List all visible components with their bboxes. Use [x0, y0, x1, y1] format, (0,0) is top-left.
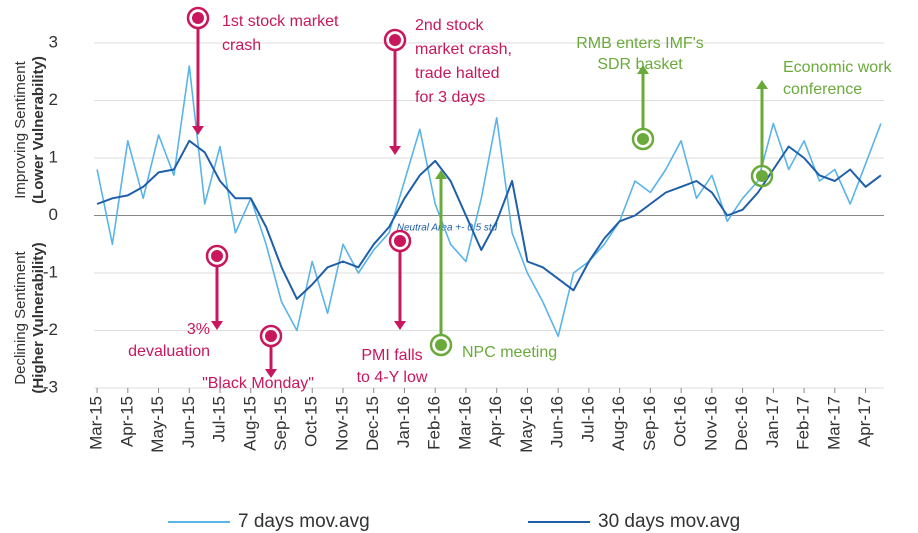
- annotation-dot: [756, 170, 768, 182]
- annotation-text: 1st stock market: [222, 13, 339, 30]
- x-tick-label: Jul-16: [578, 396, 597, 442]
- y-axis-title: Declining Sentiment: [12, 250, 29, 384]
- x-tick-label: Feb-16: [425, 396, 444, 450]
- x-tick-label: Jul-15: [210, 396, 229, 442]
- arrow-head: [435, 170, 447, 179]
- annotation-text: SDR basket: [597, 56, 683, 73]
- x-tick-label: Mar-15: [87, 396, 106, 450]
- annotation-marker: [186, 6, 210, 30]
- annotation-marker: [388, 229, 412, 253]
- x-tick-label: Jun-16: [548, 396, 567, 448]
- x-tick-label: Aug-16: [609, 396, 628, 451]
- x-tick-label: Sep-16: [640, 396, 659, 451]
- arrow-head: [637, 65, 649, 74]
- annotation-text: market crash,: [415, 41, 512, 58]
- annotation-text: crash: [222, 37, 261, 54]
- y-tick-label: 0: [49, 205, 58, 224]
- series-line: [96, 139, 882, 300]
- annotation-text: NPC meeting: [462, 344, 557, 361]
- annotation-dot: [265, 330, 277, 342]
- y-tick-label: -3: [43, 377, 58, 396]
- y-axis-title: Improving Sentiment: [12, 60, 29, 198]
- x-tick-label: Nov-16: [701, 396, 720, 451]
- y-tick-label: 3: [49, 32, 58, 51]
- arrow-head: [192, 126, 204, 135]
- annotation-marker: [429, 333, 453, 357]
- annotation-text: PMI falls: [361, 347, 422, 364]
- annotation-text: RMB enters IMF's: [576, 35, 704, 52]
- y-axis-title: (Higher Vulnerability): [30, 242, 47, 393]
- annotation-text: "Black Monday": [202, 375, 314, 392]
- annotation-dot: [394, 235, 406, 247]
- x-tick-label: Jan-17: [763, 396, 782, 448]
- annotation-text: Economic work: [783, 59, 892, 76]
- x-tick-label: Oct-16: [671, 396, 690, 447]
- x-tick-label: Jun-15: [179, 396, 198, 448]
- x-tick-label: May-15: [148, 396, 167, 453]
- x-tick-label: Feb-17: [794, 396, 813, 450]
- annotation-marker: [259, 324, 283, 348]
- x-tick-label: May-16: [517, 396, 536, 453]
- annotation-dot: [192, 12, 204, 24]
- annotation-text: devaluation: [128, 343, 210, 360]
- neutral-note: Neutral Area +- 0.5 std: [397, 223, 498, 234]
- x-tick-label: Nov-15: [332, 396, 351, 451]
- x-tick-label: Apr-17: [855, 396, 874, 447]
- x-tick-label: Oct-15: [302, 396, 321, 447]
- annotation-text: trade halted: [415, 65, 500, 82]
- y-tick-label: -1: [43, 262, 58, 281]
- annotation-dot: [637, 133, 649, 145]
- annotation-text: to 4-Y low: [357, 369, 428, 386]
- x-tick-label: Sep-15: [271, 396, 290, 451]
- annotation-text: conference: [783, 81, 862, 98]
- annotation-marker: [205, 244, 229, 268]
- arrow-head: [389, 146, 401, 155]
- annotation-text: 2nd stock: [415, 17, 484, 34]
- y-axis-title: (Lower Vulnerability): [30, 56, 47, 204]
- arrow-head: [211, 321, 223, 330]
- arrow-head: [394, 321, 406, 330]
- annotation-marker: [383, 28, 407, 52]
- annotation-text: for 3 days: [415, 89, 485, 106]
- x-tick-label: Dec-16: [732, 396, 751, 451]
- annotation-text: 3%: [187, 321, 210, 338]
- x-tick-label: Apr-16: [486, 396, 505, 447]
- x-tick-label: Mar-17: [824, 396, 843, 450]
- legend-label: 7 days mov.avg: [238, 511, 370, 532]
- arrow-head: [265, 369, 277, 378]
- annotation-dot: [211, 250, 223, 262]
- annotation-dot: [435, 339, 447, 351]
- arrow-head: [756, 80, 768, 89]
- legend-label: 30 days mov.avg: [598, 511, 740, 532]
- y-tick-label: 1: [49, 147, 58, 166]
- x-tick-label: Apr-15: [117, 396, 136, 447]
- annotation-marker: [750, 164, 774, 188]
- x-tick-label: Mar-16: [455, 396, 474, 450]
- y-tick-label: 2: [49, 90, 58, 109]
- x-tick-label: Aug-15: [240, 396, 259, 451]
- x-tick-label: Jan-16: [394, 396, 413, 448]
- annotation-dot: [389, 34, 401, 46]
- annotation-marker: [631, 127, 655, 151]
- y-tick-label: -2: [43, 320, 58, 339]
- x-tick-label: Dec-15: [363, 396, 382, 451]
